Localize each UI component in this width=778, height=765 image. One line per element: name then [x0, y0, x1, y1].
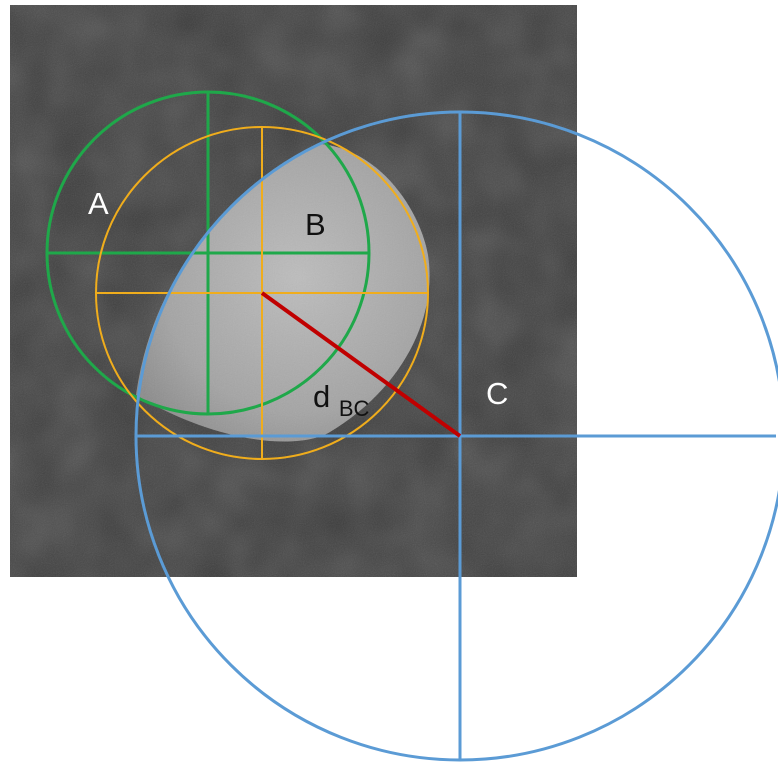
label-d-bc-main: d	[313, 379, 330, 414]
label-c: C	[486, 376, 508, 411]
micrograph-image	[10, 5, 577, 577]
label-d-bc: d BC	[313, 379, 370, 421]
label-b: B	[305, 207, 326, 242]
label-a: A	[88, 186, 109, 221]
distance-line-bc	[260, 291, 462, 438]
label-d-bc-subscript: BC	[339, 396, 370, 421]
